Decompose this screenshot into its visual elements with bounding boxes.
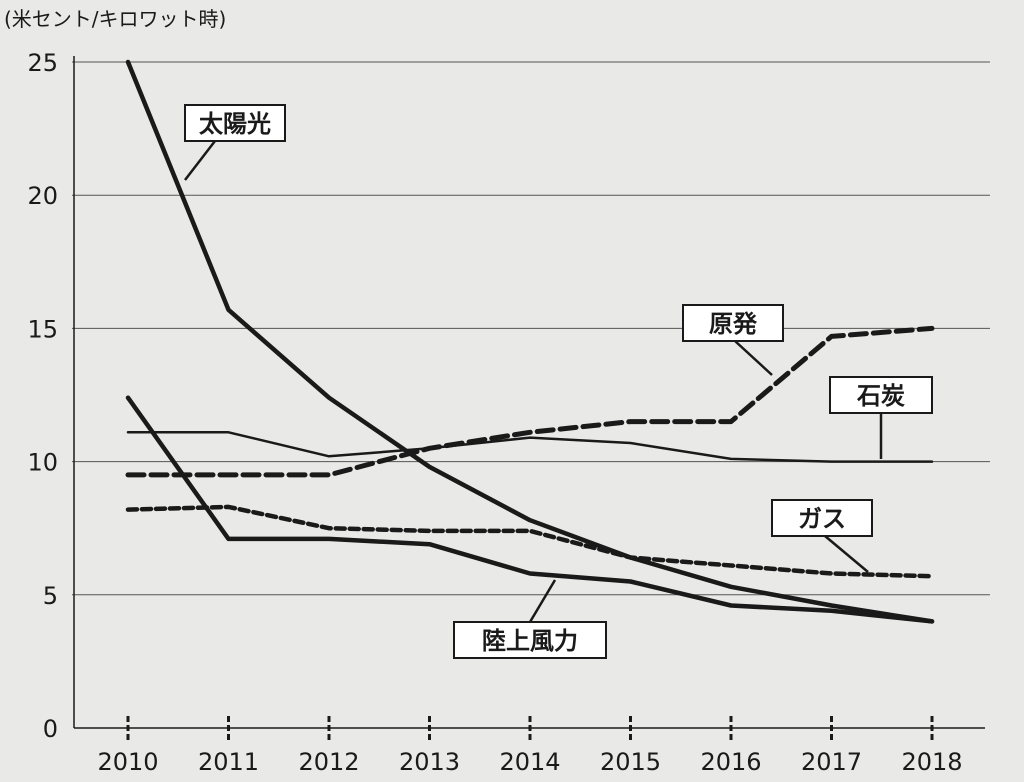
x-tick-label: 2016 [700,748,761,776]
series-label-3: ガス [798,505,846,533]
series-label-box [829,376,933,414]
x-tick-label: 2014 [499,748,560,776]
x-tick-label: 2017 [801,748,862,776]
y-tick-label: 15 [27,315,58,343]
x-tick-label: 2013 [399,748,460,776]
series-label-box [453,621,607,659]
x-tick-label: 2012 [298,748,359,776]
x-tick-label: 2010 [97,748,158,776]
series-label-leader [824,535,869,573]
series-lines [125,59,935,624]
y-axis-unit-label: (米セント/キロワット時) [4,7,226,31]
series-line-2 [126,431,934,463]
x-tick-label: 2011 [198,748,259,776]
y-tick-label: 20 [27,182,58,210]
y-tick-label: 5 [43,582,58,610]
series-line-0 [125,59,935,624]
y-tick-label: 10 [27,449,58,477]
y-tick-label: 25 [27,49,58,77]
series-label-box [771,499,873,537]
y-tick-label: 0 [43,715,58,743]
series-line-1 [125,325,935,478]
series-label-0: 太陽光 [199,110,271,138]
series-label-1: 原発 [709,310,758,338]
axes: 0 5 10 15 20 25 2010 2011 2012 2013 2014 2015 2016 20… [27,49,985,776]
series-label-box [184,104,286,142]
x-tick-label: 2018 [901,748,962,776]
series-label-2: 石炭 [856,382,905,410]
series-label-leader [184,140,216,181]
series-label-leader [734,340,773,376]
series-label-leader [528,579,557,623]
x-tick-label: 2015 [600,748,661,776]
series-line-4 [125,395,935,624]
series-label-box [682,304,784,342]
series-label-4: 陸上風力 [482,627,578,655]
series-line-3 [125,504,935,579]
